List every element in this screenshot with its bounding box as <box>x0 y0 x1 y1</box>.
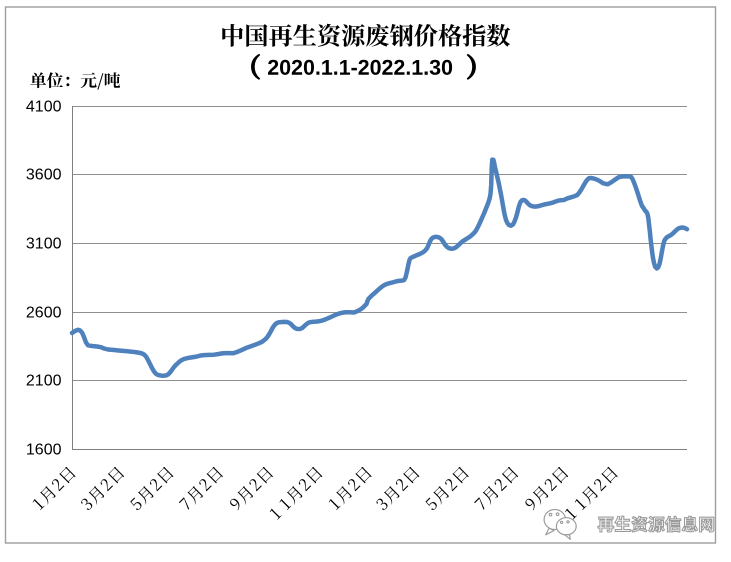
svg-text:3100: 3100 <box>26 236 62 253</box>
svg-text:2600: 2600 <box>26 305 62 322</box>
svg-text:3600: 3600 <box>26 167 62 184</box>
svg-text:4100: 4100 <box>26 99 62 116</box>
svg-text:1600: 1600 <box>26 442 62 459</box>
svg-text:2100: 2100 <box>26 373 62 390</box>
